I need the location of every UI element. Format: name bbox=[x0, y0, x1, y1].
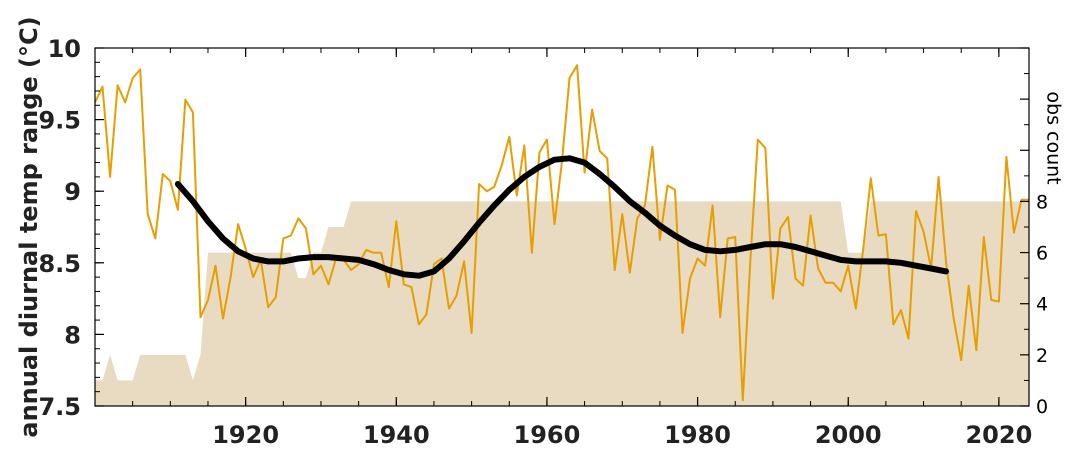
y-tick-label: 7.5 bbox=[38, 393, 81, 421]
y-tick-label: 9.5 bbox=[38, 107, 81, 135]
y2-tick-label: 8 bbox=[1036, 191, 1048, 213]
y-tick-label: 9 bbox=[64, 178, 81, 206]
y2-tick-label: 2 bbox=[1036, 345, 1048, 367]
x-tick-label: 2000 bbox=[815, 421, 882, 449]
y-tick-label: 8 bbox=[64, 321, 81, 349]
y-axis-label: annual diurnal temp range (°C) bbox=[15, 16, 43, 437]
y-tick-label: 8.5 bbox=[38, 250, 81, 278]
x-tick-label: 1920 bbox=[212, 421, 279, 449]
x-tick-label: 1980 bbox=[664, 421, 731, 449]
x-tick-label: 2020 bbox=[965, 421, 1032, 449]
x-tick-label: 1960 bbox=[514, 421, 581, 449]
y2-axis-label: obs count bbox=[1043, 91, 1065, 184]
y2-tick-label: 6 bbox=[1036, 243, 1048, 265]
obs-count-area bbox=[95, 201, 1029, 406]
y2-tick-label: 4 bbox=[1036, 294, 1048, 316]
x-tick-label: 1940 bbox=[363, 421, 430, 449]
smoothed-series-line bbox=[174, 155, 950, 279]
y-tick-label: 10 bbox=[48, 35, 81, 63]
y2-tick-label: 0 bbox=[1036, 396, 1048, 418]
